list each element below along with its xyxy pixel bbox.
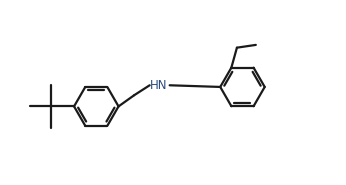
Text: HN: HN [150, 79, 167, 92]
